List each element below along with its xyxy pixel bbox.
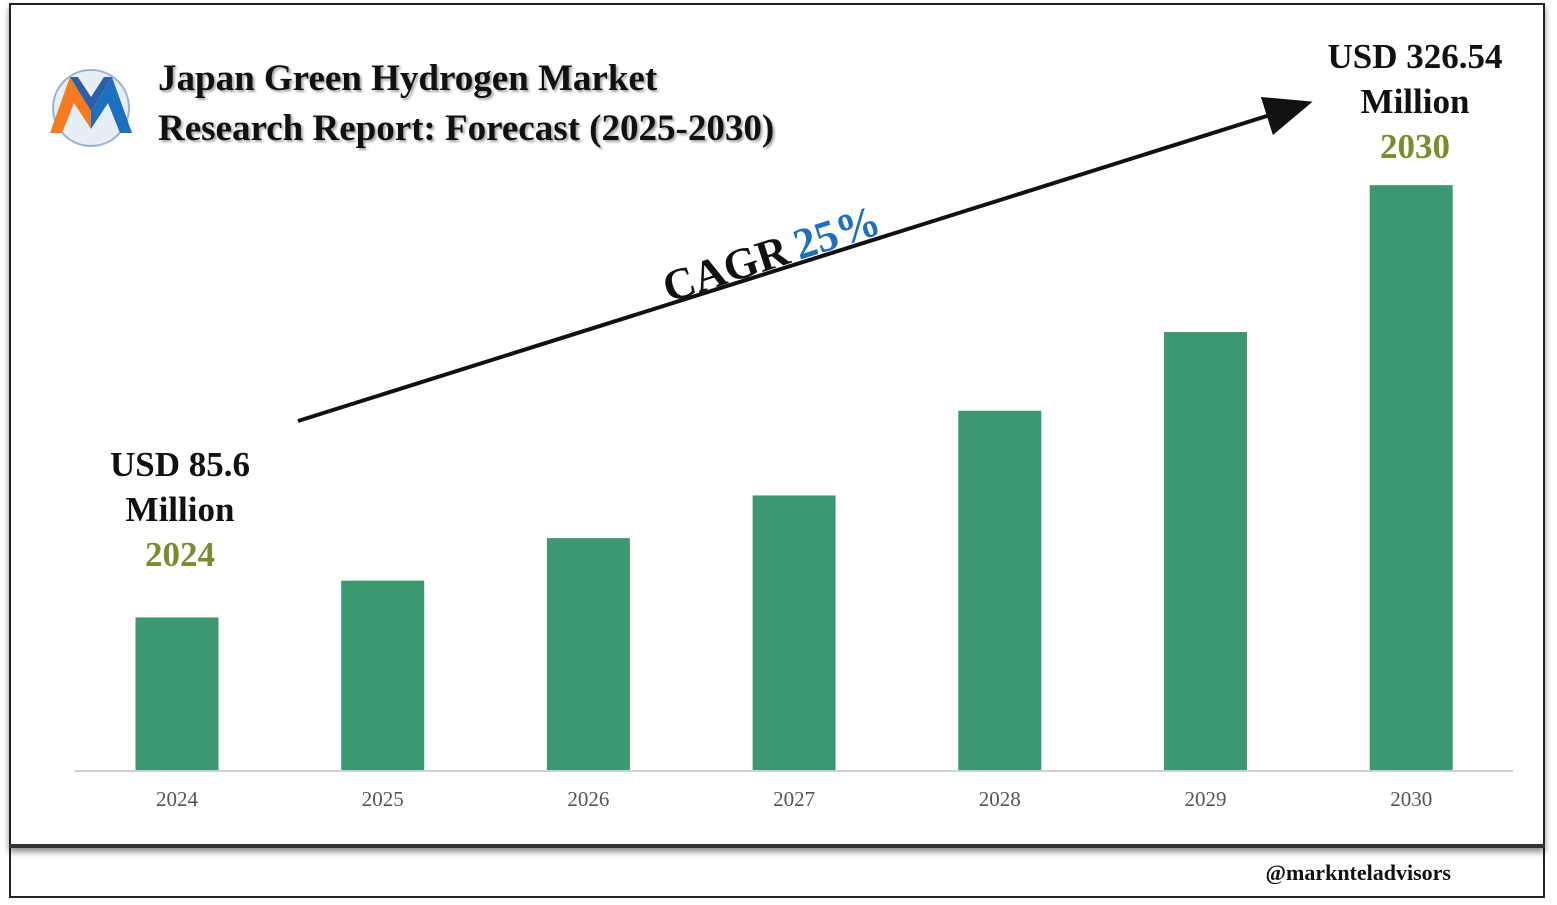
end-value-annotation: USD 326.54 Million 2030 [1310,34,1520,169]
bar-2026 [546,538,630,771]
x-tick-2024: 2024 [156,787,199,811]
watermark: @marknteladvisors [1265,860,1451,885]
start-year: 2024 [145,535,215,574]
x-tick-2029: 2029 [1185,787,1227,811]
chart-title-line1: Japan Green Hydrogen Market [158,58,658,99]
start-value-annotation: USD 85.6 Million 2024 [90,442,270,577]
bar-series [135,185,1453,772]
marknteladvisors-logo-icon [50,69,132,147]
chart-title: Japan Green Hydrogen Market Research Rep… [158,54,774,154]
bar-2027 [752,495,836,771]
x-tick-2027: 2027 [773,787,815,811]
x-tick-2025: 2025 [362,787,404,811]
x-tick-2028: 2028 [979,787,1021,811]
bar-2025 [341,580,425,771]
x-tick-2026: 2026 [567,787,609,811]
bar-2029 [1164,331,1247,771]
chart-panel [9,3,1545,848]
x-axis-ticks: 2024 2025 2026 2027 2028 2029 2030 [156,787,1432,811]
chart-title-line2: Research Report: Forecast (2025-2030) [158,108,775,149]
x-tick-2030: 2030 [1390,787,1432,811]
bar-2028 [958,410,1042,771]
end-unit: Million [1360,82,1470,121]
start-value: USD 85.6 [109,445,251,484]
end-year: 2030 [1380,127,1450,166]
start-unit: Million [125,490,235,529]
growth-arrow-icon [297,96,1313,423]
bar-2030 [1369,185,1453,772]
bar-2024 [135,617,219,771]
end-value: USD 326.54 [1327,37,1503,76]
